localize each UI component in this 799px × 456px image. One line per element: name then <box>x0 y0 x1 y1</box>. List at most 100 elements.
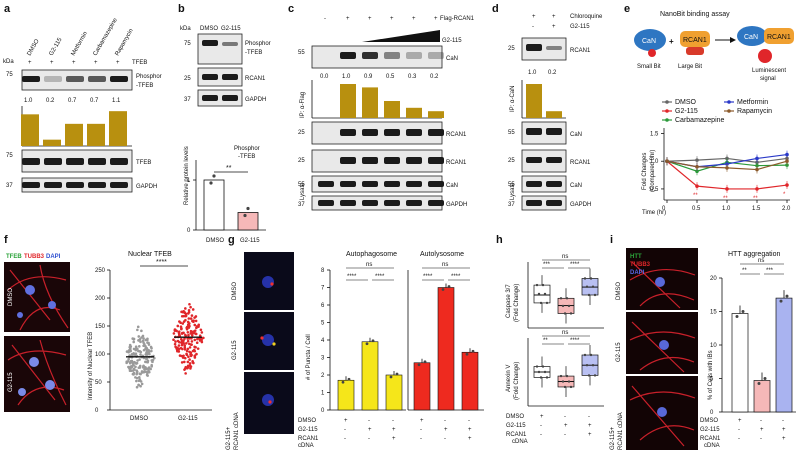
significance-label: ** <box>226 165 232 172</box>
data-point <box>185 353 189 357</box>
significance-label: * <box>783 192 786 198</box>
sign: - <box>368 418 370 424</box>
stain-tfeb: TFEB <box>6 254 22 260</box>
stain-htt: HTT <box>630 254 642 260</box>
data-point <box>187 326 191 329</box>
x-tick-label: 1.5 <box>752 206 761 212</box>
data-point <box>145 353 149 356</box>
data-point <box>138 372 142 376</box>
band <box>428 52 444 59</box>
ratio-bars <box>340 84 444 118</box>
image-label-g2-115: G2-115 <box>232 340 238 360</box>
ratio-label: 1.0 <box>24 98 33 104</box>
blot-label-can-lysate: CaN <box>570 183 582 189</box>
y-tick-label: 10 <box>710 343 717 349</box>
panel-i-letter: i <box>610 234 613 246</box>
chart-title-1: Phosphor <box>234 146 260 152</box>
sign: - <box>588 414 590 420</box>
data-point <box>471 349 475 353</box>
y-tick-label: 150 <box>95 324 106 330</box>
data-point <box>187 323 190 326</box>
data-point <box>183 356 187 360</box>
data-point <box>567 380 571 383</box>
image-label-dmso: DMSO <box>232 282 238 300</box>
band <box>526 181 542 187</box>
blot-label-phosphor-tfeb-1: Phosphor <box>136 74 162 80</box>
mw-marker: 75 <box>184 41 191 47</box>
sign: + <box>344 418 348 424</box>
band <box>428 181 444 187</box>
band <box>110 182 128 188</box>
significance-label: *** <box>543 262 551 268</box>
data-point <box>180 354 183 358</box>
data-point <box>209 181 213 185</box>
data-point <box>185 349 189 353</box>
data-point <box>589 353 593 357</box>
sign: + <box>782 427 786 433</box>
nucleus <box>262 276 274 288</box>
can-lysate-bands <box>318 181 444 187</box>
band <box>340 181 356 187</box>
nucleus <box>657 407 667 417</box>
blot-label-can: CaN <box>570 132 582 138</box>
data-point <box>132 337 136 341</box>
puncta <box>272 342 276 346</box>
panel-e: e NanoBit binding assay CaN + RCAN1 Smal… <box>624 3 794 216</box>
data-point <box>135 371 139 375</box>
band <box>44 158 62 165</box>
data-point <box>741 310 745 314</box>
x-tick-label: DMSO <box>130 416 148 422</box>
lane-label-dmso: DMSO <box>200 26 218 32</box>
rcan1-ip-blot <box>521 37 567 61</box>
data-point <box>200 338 203 342</box>
can-lysate-blot <box>521 175 567 193</box>
data-point <box>139 384 142 388</box>
sign: + <box>468 436 472 442</box>
sign: - <box>368 436 370 442</box>
data-point <box>183 360 186 364</box>
bar <box>437 287 455 411</box>
data-point <box>183 348 187 351</box>
data-point <box>145 357 149 360</box>
ratio-labels: 0.0 1.0 0.9 0.5 0.3 0.2 <box>320 74 439 80</box>
data-point <box>559 297 563 300</box>
data-point <box>763 377 767 381</box>
data-point <box>174 345 177 349</box>
y-axis-label-bot-2: (Fold Change) <box>514 362 520 400</box>
mw-marker: 25 <box>298 158 305 164</box>
panel-f: f TFEB TUBB3 DAPI DMSO G2-115 Nuclear TF… <box>4 234 212 422</box>
neurite-pattern <box>629 385 696 447</box>
sign: + <box>552 14 556 20</box>
blot-label-gapdh: GAPDH <box>446 202 467 208</box>
significance-label: *** <box>766 268 774 274</box>
significance-label: ** <box>723 196 728 202</box>
micrograph-dmso <box>4 262 70 332</box>
data-point <box>341 380 345 384</box>
band <box>384 200 400 206</box>
plus-sign: + <box>346 16 350 22</box>
kda-label: kDa <box>3 59 14 65</box>
band <box>22 158 40 165</box>
y-tick-label: 5 <box>321 321 325 327</box>
data-point <box>190 333 194 337</box>
band <box>428 157 444 164</box>
data-point <box>246 206 250 211</box>
band <box>202 74 218 80</box>
x-tick-label: DMSO <box>206 238 224 244</box>
y-tick-label: 0 <box>710 410 714 416</box>
data-point <box>559 374 563 378</box>
data-point <box>188 362 192 365</box>
data-point <box>565 297 569 300</box>
rcan1-bound-shape <box>764 28 794 44</box>
ratio-bar <box>109 111 127 146</box>
y-axis-label: Relative protein levels <box>184 146 190 205</box>
data-point <box>194 319 198 323</box>
flag-rcan1-label: Flag-RCAN1 <box>440 16 475 22</box>
y-tick-label: 20 <box>710 276 717 282</box>
y-tick-label: 7 <box>321 286 325 292</box>
band <box>546 157 562 163</box>
tfeb-row: + + + + + <box>28 60 120 66</box>
data-point <box>191 308 195 311</box>
